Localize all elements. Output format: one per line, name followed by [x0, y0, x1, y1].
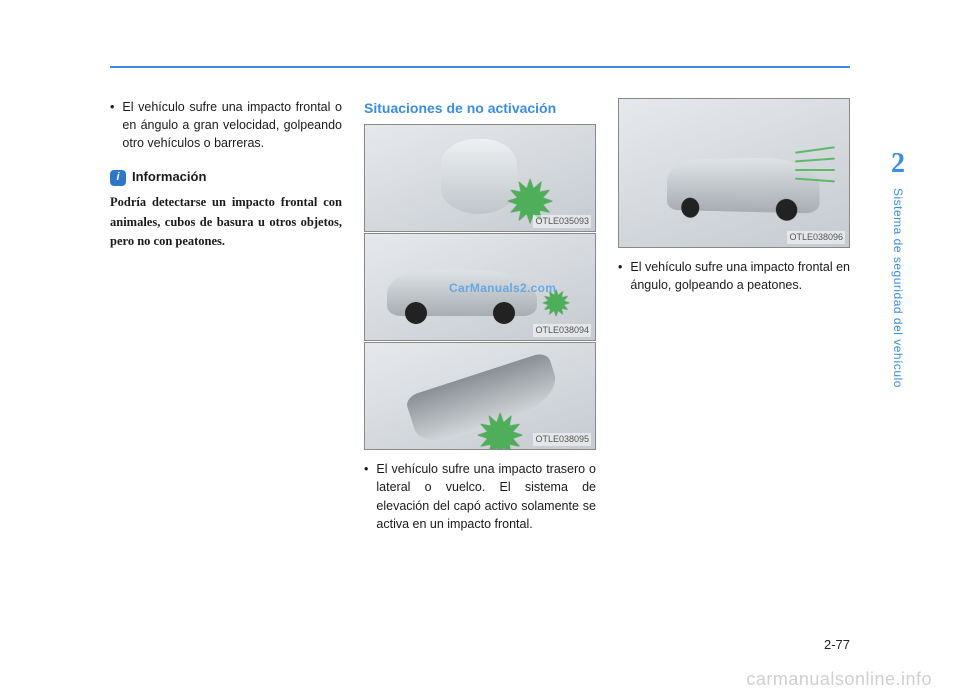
- page-number: 2-77: [824, 637, 850, 652]
- bullet-dot: •: [618, 258, 622, 294]
- figure-top-view: ✹ OTLE035093: [364, 124, 596, 232]
- info-heading: i Información: [110, 168, 342, 187]
- chapter-label: Sistema de seguridad del vehículo: [891, 188, 905, 388]
- col3-bullet-text: El vehículo sufre una impacto frontal en…: [630, 258, 850, 294]
- figure-ref-1: OTLE035093: [533, 215, 591, 228]
- info-body-text: Podría detectarse un impacto frontal con…: [110, 193, 342, 251]
- figure-side-view: ✹ CarManuals2.com OTLE038094: [364, 233, 596, 341]
- column-1: • El vehículo sufre una impacto frontal …: [110, 98, 342, 660]
- col3-bullet: • El vehículo sufre una impacto frontal …: [618, 258, 850, 294]
- car-silhouette-angle: [667, 156, 819, 213]
- column-3: OTLE038096 • El vehículo sufre una impac…: [618, 98, 850, 660]
- col2-title: Situaciones de no activación: [364, 98, 596, 118]
- info-label: Información: [132, 168, 206, 187]
- figure-watermark: CarManuals2.com: [449, 280, 556, 297]
- col2-bullet: • El vehículo sufre una impacto trasero …: [364, 460, 596, 533]
- footer-watermark: carmanualsonline.info: [746, 669, 932, 690]
- chapter-tab: 2 Sistema de seguridad del vehículo: [884, 148, 912, 388]
- col1-bullet: • El vehículo sufre una impacto frontal …: [110, 98, 342, 152]
- figure-angle-view: OTLE038096: [618, 98, 850, 248]
- column-2: Situaciones de no activación ✹ OTLE03509…: [364, 98, 596, 660]
- bullet-dot: •: [110, 98, 114, 152]
- chapter-number: 2: [891, 148, 905, 180]
- figure-ref-4: OTLE038096: [787, 231, 845, 244]
- col1-bullet-text: El vehículo sufre una impacto frontal o …: [122, 98, 342, 152]
- col2-bullet-text: El vehículo sufre una impacto trasero o …: [376, 460, 596, 533]
- figure-ref-3: OTLE038095: [533, 433, 591, 446]
- page-body: • El vehículo sufre una impacto frontal …: [110, 98, 850, 660]
- bullet-dot: •: [364, 460, 368, 533]
- info-icon: i: [110, 170, 126, 186]
- top-rule: [110, 66, 850, 68]
- figure-rollover: ✹ OTLE038095: [364, 342, 596, 450]
- figure-ref-2: OTLE038094: [533, 324, 591, 337]
